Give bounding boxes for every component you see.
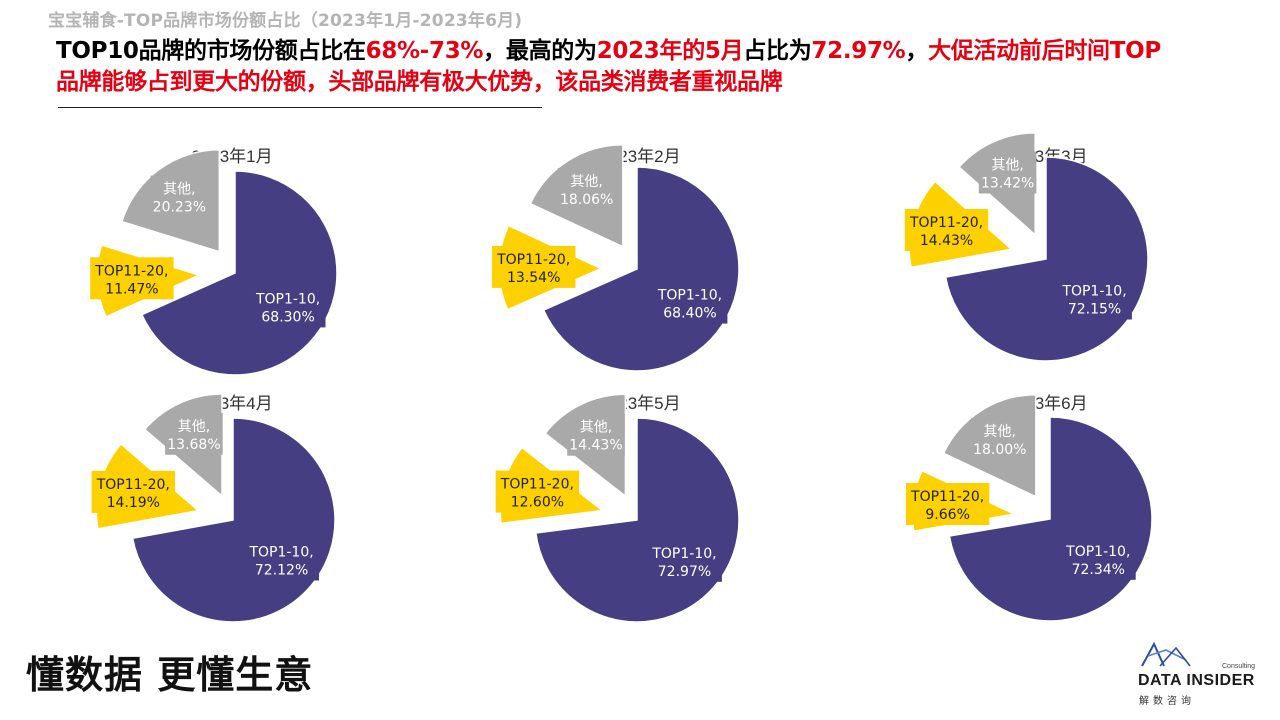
pie-slice-name: TOP11-20,: [496, 252, 570, 268]
pie-label-bg: [904, 209, 989, 251]
headline-part: TOP10品牌的市场份额占比在: [56, 38, 366, 64]
pie-slice-label: TOP1-10, 72.34%: [1065, 544, 1130, 578]
pie-slice-label: TOP1-10, 72.97%: [651, 546, 716, 580]
pie-slice-name: TOP1-10,: [255, 291, 320, 307]
pie-label-bg: [905, 483, 990, 525]
pie-slice-label: TOP11-20, 12.60%: [500, 477, 574, 511]
brand-subtitle: 解数咨询: [1139, 696, 1195, 707]
pie-label-bg: [250, 285, 326, 328]
headline-part-highlight: 68%-73%: [365, 38, 484, 64]
headline-divider: [58, 107, 542, 108]
pie-slice-value: 9.66%: [925, 507, 969, 523]
pie-slice-name: TOP1-10,: [1065, 544, 1130, 560]
pie-slice-value: 12.60%: [511, 495, 564, 511]
pie-slice-name: TOP1-10,: [657, 288, 722, 304]
headline-part-highlight: 2023年的5月: [596, 38, 744, 64]
pie-slice-value: 72.34%: [1072, 562, 1125, 578]
pie-slice-value: 14.43%: [569, 438, 622, 454]
pie-label-bg: [495, 470, 580, 513]
pie-slice-name: 其他,: [570, 174, 602, 190]
pie-slice-value: 13.54%: [507, 270, 560, 286]
pie-label-bg: [647, 539, 722, 582]
pie-label-bg: [567, 413, 625, 456]
pie-label-bg: [1057, 277, 1132, 320]
brand-name: DATA INSIDER: [1138, 672, 1255, 689]
pie-slice-label: 其他, 13.42%: [981, 157, 1034, 191]
pie-label-bg: [150, 175, 209, 218]
pie-slice-name: 其他,: [580, 420, 612, 436]
brand-logo: Consulting DATA INSIDER 解数咨询: [1138, 636, 1268, 712]
pie-slice-value: 14.43%: [920, 233, 973, 249]
headline-part-highlight: 72.97%: [811, 38, 906, 64]
pie-slice-name: 其他,: [991, 157, 1023, 173]
headline-part: ，最高的为: [483, 38, 597, 64]
pie-label-bg: [492, 245, 576, 288]
pie-slice-label: TOP1-10, 68.40%: [657, 288, 722, 322]
pie-slice-label: 其他, 18.00%: [973, 424, 1026, 458]
pie-chart: 2023年3月TOP1-10,72.15%TOP11-20,14.43%其他,1…: [904, 132, 1149, 362]
pie-slice-value: 13.68%: [167, 437, 220, 453]
pie-slice-label: TOP11-20, 14.19%: [96, 477, 170, 511]
pie-label-bg: [557, 168, 616, 210]
footer-slogan: 懂数据 更懂生意: [26, 653, 314, 697]
pie-slice-name: 其他,: [163, 182, 195, 198]
pie-slice-label: TOP11-20, 9.66%: [910, 489, 984, 523]
pie-slice-name: TOP11-20,: [94, 263, 168, 279]
pie-slice-value: 20.23%: [153, 200, 206, 216]
pie-slice-value: 14.19%: [107, 495, 160, 511]
pie-label-bg: [652, 281, 728, 324]
headline-part: ，: [905, 38, 929, 64]
pie-slice-label: TOP1-10, 68.30%: [255, 291, 320, 325]
pie-slice-name: TOP1-10,: [248, 545, 313, 561]
pie-label-bg: [1060, 537, 1136, 580]
pie-slice-value: 68.30%: [261, 309, 314, 325]
pie-label-bg: [90, 257, 174, 300]
pie-label-bg: [244, 538, 319, 581]
headline-part: 占比为: [743, 38, 812, 64]
pie-slice-label: TOP1-10, 72.12%: [248, 545, 313, 579]
pie-label-bg: [971, 417, 1029, 460]
pie-slice-label: 其他, 13.68%: [167, 419, 220, 453]
pie-slice-label: 其他, 14.43%: [569, 420, 622, 454]
pie-slice-name: 其他,: [984, 424, 1016, 440]
brand-tagline: Consulting: [1222, 663, 1256, 670]
headline-part-highlight: 大促活动前后时间TOP品牌能够占到更大的份额，头部品牌有极大优势，该品类消费者重…: [56, 38, 1161, 95]
pie-slice-label: TOP11-20, 13.54%: [496, 252, 570, 286]
pie-slice-label: 其他, 20.23%: [153, 182, 206, 216]
pie-slice-name: TOP11-20,: [500, 477, 574, 493]
pie-slice-name: TOP11-20,: [909, 215, 983, 231]
pie-slice-value: 11.47%: [105, 281, 158, 297]
headline: TOP10品牌的市场份额占比在68%-73%，最高的为2023年的5月占比为72…: [56, 36, 1176, 98]
pie-label-bg: [91, 470, 175, 513]
pie-slice-label: TOP11-20, 11.47%: [94, 263, 168, 297]
pie-slice-name: TOP1-10,: [651, 546, 716, 562]
pie-slice-name: TOP11-20,: [96, 477, 170, 493]
pie-slice-value: 72.97%: [658, 564, 711, 580]
pie-slice-value: 18.00%: [973, 442, 1026, 458]
pie-slice-value: 72.15%: [1068, 302, 1121, 318]
pie-slice-label: TOP11-20, 14.43%: [909, 215, 983, 249]
pie-label-bg: [978, 151, 1037, 194]
pie-slice-value: 13.42%: [981, 175, 1034, 191]
triangle-wave-logo-icon: [1141, 641, 1191, 667]
pie-slice-label: 其他, 18.06%: [560, 174, 613, 208]
page-title: 宝宝辅食-TOP品牌市场份额占比（2023年1月-2023年6月): [48, 11, 523, 31]
pie-slice-label: TOP1-10, 72.15%: [1061, 284, 1126, 318]
pie-slice-name: TOP1-10,: [1061, 284, 1126, 300]
pie-slice-top: [944, 156, 1149, 362]
pie-slice-value: 18.06%: [560, 192, 613, 208]
pie-slice-value: 68.40%: [663, 306, 716, 322]
pie-slice-name: TOP11-20,: [910, 489, 984, 505]
pie-slice-value: 72.12%: [255, 563, 308, 579]
pie-slice-top: [131, 417, 336, 623]
pie-label-bg: [165, 412, 223, 455]
pie-slice-name: 其他,: [178, 419, 210, 435]
